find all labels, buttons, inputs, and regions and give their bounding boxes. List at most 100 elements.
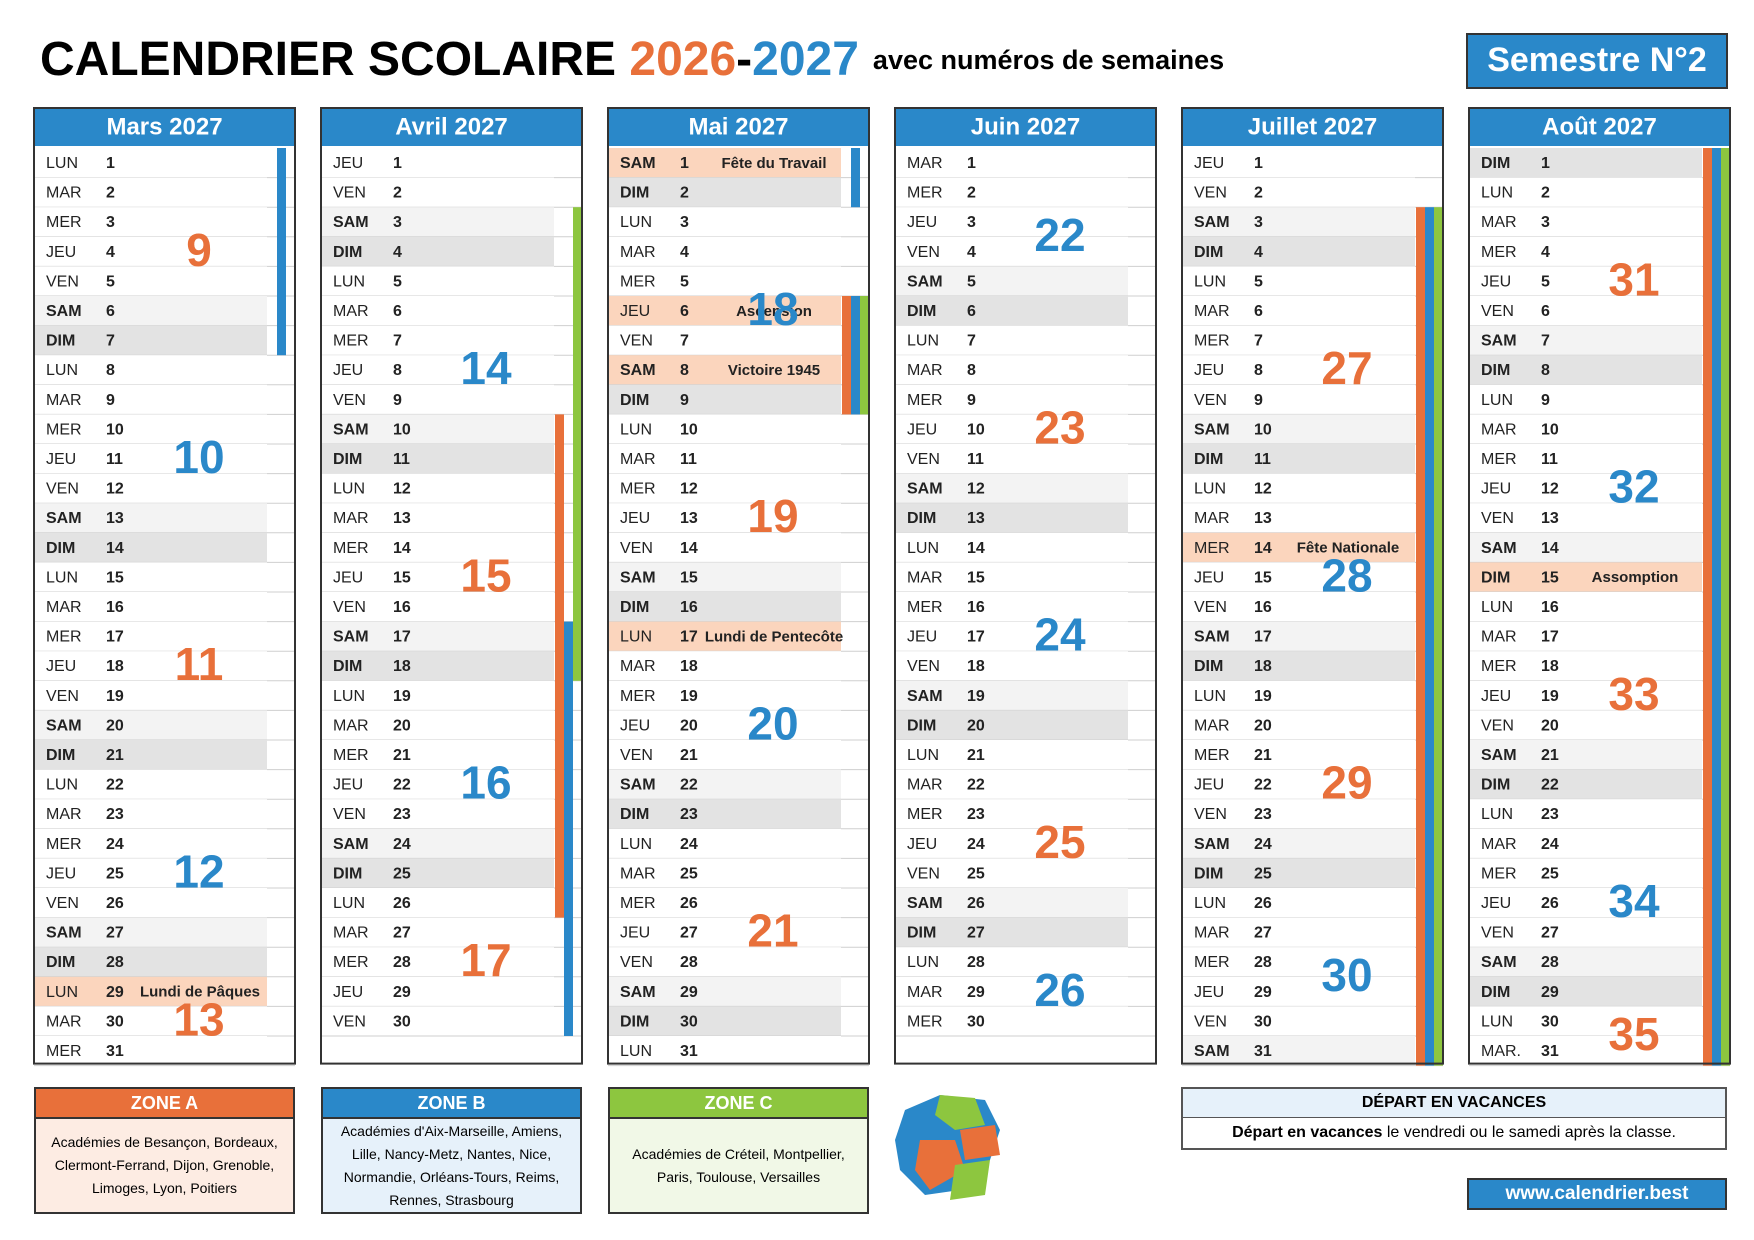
day-number: 18 [1254,658,1272,675]
day-row [895,917,1128,948]
vacation-bar [1416,207,1425,1066]
day-number: 29 [393,984,411,1001]
day-name: MER [907,599,943,616]
day-name: MER [1481,244,1517,261]
day-name: LUN [907,954,939,971]
day-number: 25 [393,865,411,882]
day-number: 1 [680,155,689,172]
day-row [895,710,1128,740]
day-number: 8 [393,362,402,379]
day-number: 24 [1541,836,1559,853]
day-name: DIM [1481,569,1510,586]
day-name: JEU [46,865,76,882]
day-row [1469,207,1702,237]
day-number: 20 [1254,717,1272,734]
week-number: 31 [1608,253,1659,305]
day-number: 15 [1254,569,1272,586]
day-name: VEN [333,599,366,616]
day-name: DIM [1194,658,1223,675]
day-number: 20 [1541,717,1559,734]
day-number: 19 [680,688,698,705]
day-number: 12 [680,481,698,498]
day-row [321,444,554,474]
day-number: 29 [680,984,698,1001]
day-name: MAR [46,599,82,616]
day-row [1182,680,1415,711]
day-row [608,828,841,859]
day-name: DIM [1194,451,1223,468]
day-row [34,947,267,977]
day-name: VEN [907,451,940,468]
day-name: VEN [333,806,366,823]
day-name: DIM [1481,362,1510,379]
day-row [1469,799,1702,829]
day-row [34,236,267,267]
day-row [1469,355,1702,385]
day-number: 5 [106,273,115,290]
day-name: JEU [907,214,937,231]
day-number: 21 [1254,747,1272,764]
day-row [608,207,841,237]
subtitle: avec numéros de semaines [873,45,1224,75]
day-number: 19 [106,688,124,705]
zone-text: Académies de Besançon, Bordeaux, Clermon… [36,1119,293,1212]
day-number: 9 [967,392,976,409]
day-row [34,769,267,800]
day-name: SAM [1194,214,1230,231]
day-name: DIM [46,954,75,971]
holiday-name: Fête Nationale [1297,540,1400,557]
day-name: JEU [620,303,650,320]
day-row [608,562,841,592]
day-row [34,828,267,859]
day-name: SAM [333,836,369,853]
day-row [1469,266,1702,296]
day-name: MAR [907,362,943,379]
day-row [1182,1036,1415,1066]
day-name: MAR. [1481,1043,1521,1060]
vacation-bar [842,296,851,415]
day-number: 14 [967,540,985,557]
day-row [321,828,554,859]
day-number: 6 [1254,303,1263,320]
day-row [321,976,554,1007]
day-number: 12 [393,481,411,498]
day-name: MAR [333,717,369,734]
day-name: JEU [620,717,650,734]
day-number: 30 [393,1013,411,1030]
day-number: 25 [106,865,124,882]
day-row [321,621,554,652]
day-number: 20 [106,717,124,734]
week-number: 29 [1321,757,1372,809]
day-number: 15 [393,569,411,586]
day-number: 3 [1541,214,1550,231]
month-name: Août 2027 [1542,113,1657,140]
day-number: 28 [967,954,985,971]
holiday-row [1469,562,1702,592]
website[interactable]: www.calendrier.best [1467,1178,1727,1210]
day-name: VEN [1194,806,1227,823]
day-row [1469,473,1702,504]
day-number: 8 [1254,362,1263,379]
day-number: 19 [393,688,411,705]
week-number: 22 [1034,209,1085,261]
day-number: 25 [680,865,698,882]
day-row [34,325,267,356]
day-number: 2 [967,185,976,202]
day-number: 24 [680,836,698,853]
day-name: LUN [46,569,78,586]
day-number: 14 [1254,540,1272,557]
day-row [34,858,267,888]
day-row [1182,769,1415,800]
vacation-bar [1721,148,1730,1066]
month-header [321,108,582,146]
day-number: 9 [1541,392,1550,409]
day-name: MAR [1481,629,1517,646]
day-number: 1 [967,155,976,172]
vacation-bar [277,148,286,356]
day-row [34,680,267,711]
zone-text: Académies d'Aix-Marseille, Amiens, Lille… [323,1119,580,1212]
day-number: 14 [393,540,411,557]
day-number: 16 [1541,599,1559,616]
